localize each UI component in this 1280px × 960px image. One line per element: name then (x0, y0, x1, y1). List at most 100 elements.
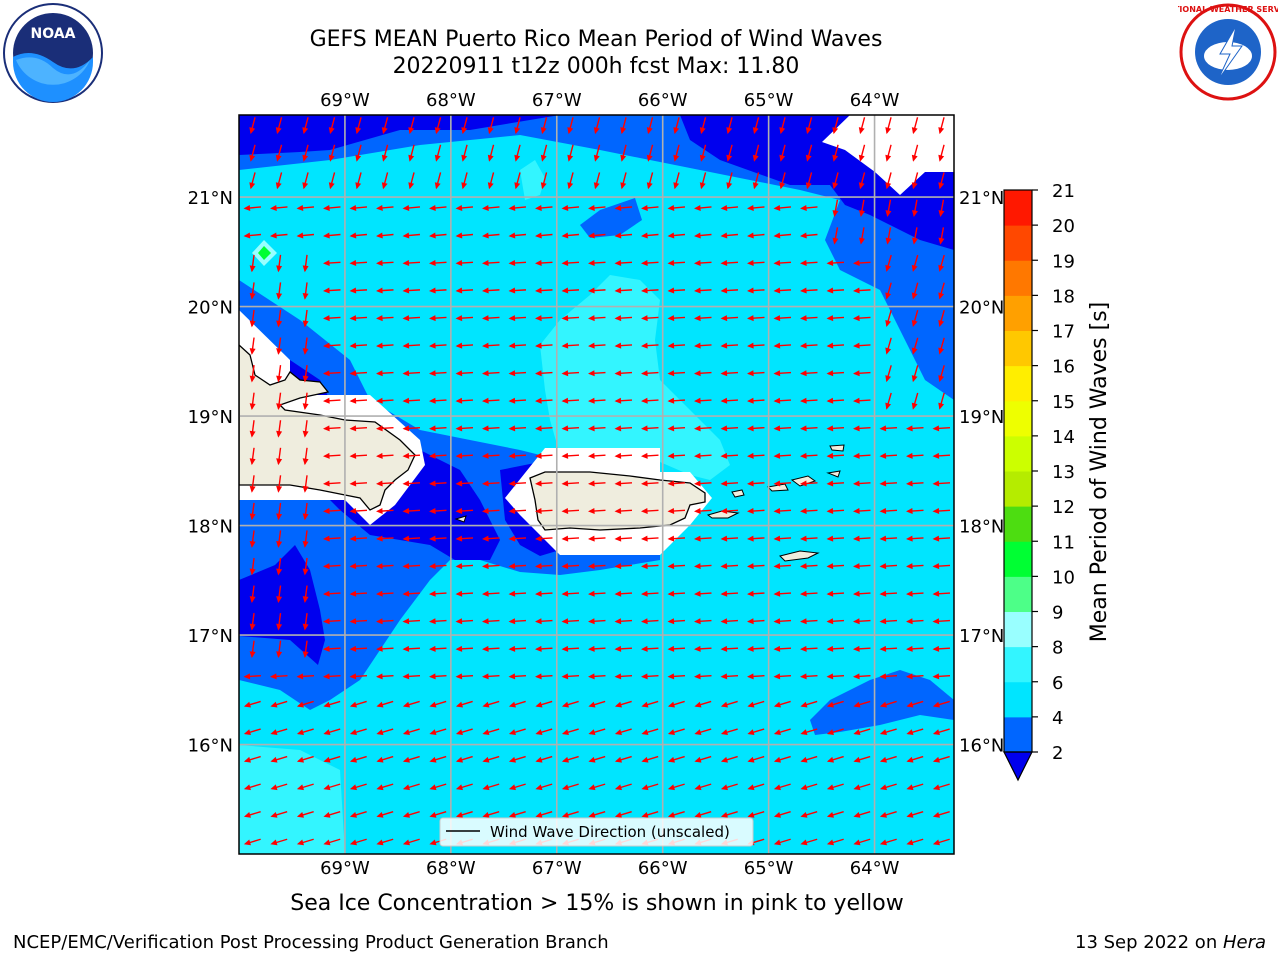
colorbar-tick-label: 18 (1052, 286, 1075, 307)
wind-arrow (376, 783, 394, 791)
wind-arrow (482, 232, 500, 239)
contour-band-2-4-southeast (810, 670, 954, 735)
wind-arrow (567, 117, 574, 135)
wind-arrow (773, 425, 792, 432)
wind-arrow (906, 728, 924, 736)
wind-arrow (482, 397, 500, 404)
wind-arrow (932, 645, 951, 652)
wind-arrow (561, 783, 579, 791)
wind-arrow (885, 144, 892, 162)
colorbar-segment (1004, 330, 1032, 367)
wind-arrow (429, 259, 447, 266)
wind-arrow (694, 315, 712, 322)
wind-arrow (302, 365, 309, 383)
wind-arrow (323, 590, 341, 597)
wind-arrow (302, 585, 309, 603)
wind-arrow (667, 700, 685, 708)
wind-arrow (853, 535, 871, 542)
wind-arrow (429, 342, 447, 349)
wind-arrow (455, 728, 473, 736)
wind-arrow (747, 645, 765, 652)
lon-tick-label: 66°W (638, 858, 688, 879)
wind-arrow (514, 172, 521, 190)
wind-arrow (826, 673, 845, 680)
wind-arrow (694, 480, 712, 487)
wind-arrow (535, 783, 553, 791)
wind-arrow (302, 640, 309, 659)
wind-arrow (482, 315, 500, 322)
wind-arrow (879, 452, 898, 459)
wind-arrow (535, 563, 553, 570)
wind-arrow (482, 590, 500, 597)
wind-arrow (508, 563, 527, 570)
wind-arrow (302, 420, 309, 438)
wind-arrow (429, 425, 447, 432)
wind-arrow (455, 232, 474, 239)
wind-arrow (773, 645, 792, 652)
lon-tick-label: 67°W (532, 90, 582, 111)
wind-arrow (302, 530, 309, 548)
wind-arrow (614, 590, 633, 597)
wind-arrow (276, 392, 283, 411)
wind-arrow (720, 618, 739, 625)
wind-arrow (296, 755, 314, 763)
wind-arrow (408, 172, 415, 190)
wind-arrow (747, 259, 765, 266)
wind-arrow (800, 452, 818, 459)
wind-arrow (508, 590, 527, 597)
wind-arrow (641, 563, 659, 570)
colorbar-segment (1004, 190, 1032, 226)
wind-arrow (885, 392, 892, 410)
wind-arrow (614, 342, 633, 349)
wind-arrow (508, 783, 526, 791)
wind-arrow (243, 838, 261, 846)
wind-arrow (773, 342, 792, 349)
wind-arrow (853, 397, 871, 404)
wind-arrow (376, 232, 394, 239)
wind-arrow (276, 282, 283, 300)
wind-arrow (402, 618, 421, 625)
wind-arrow (641, 508, 659, 515)
wind-arrow (429, 563, 447, 570)
wind-arrow (747, 315, 765, 322)
wind-arrow (323, 535, 341, 542)
wind-arrow (376, 590, 394, 597)
wind-arrow (561, 563, 580, 570)
wind-arrow (879, 590, 898, 597)
wind-arrow (826, 370, 845, 377)
wind-arrow (323, 838, 341, 846)
colorbar-tick-label: 11 (1052, 532, 1075, 553)
wind-arrow (429, 508, 447, 515)
wind-arrow (249, 254, 256, 273)
wind-arrow (302, 254, 309, 273)
wind-arrow (694, 204, 712, 211)
wind-arrow (482, 287, 500, 294)
wind-arrow (323, 315, 341, 322)
wind-arrow (323, 259, 341, 266)
wind-arrow (588, 535, 606, 542)
wind-arrow (508, 480, 527, 487)
wind-arrow (646, 172, 654, 190)
map-area (239, 115, 954, 854)
wind-arrow (832, 172, 839, 190)
wind-arrow (932, 508, 951, 515)
wind-arrow (276, 640, 283, 659)
wind-arrow (296, 204, 315, 211)
wind-arrow (614, 370, 633, 377)
wind-arrow (323, 480, 341, 487)
wind-arrow (773, 590, 792, 597)
wind-arrow (906, 535, 924, 542)
wind-arrow (800, 287, 818, 294)
wind-arrow (773, 700, 791, 708)
wind-arrow (588, 287, 606, 294)
wind-arrow (349, 838, 367, 846)
wind-arrow (249, 557, 256, 576)
colorbar-label: Mean Period of Wind Waves [s] (1087, 302, 1112, 642)
colorbar-segment (1004, 681, 1032, 718)
wind-arrow (302, 117, 309, 135)
wind-arrow (402, 563, 421, 570)
wind-arrow (747, 728, 765, 736)
wind-arrow (694, 425, 712, 432)
wind-arrow (720, 508, 739, 515)
wind-arrow (376, 342, 394, 349)
